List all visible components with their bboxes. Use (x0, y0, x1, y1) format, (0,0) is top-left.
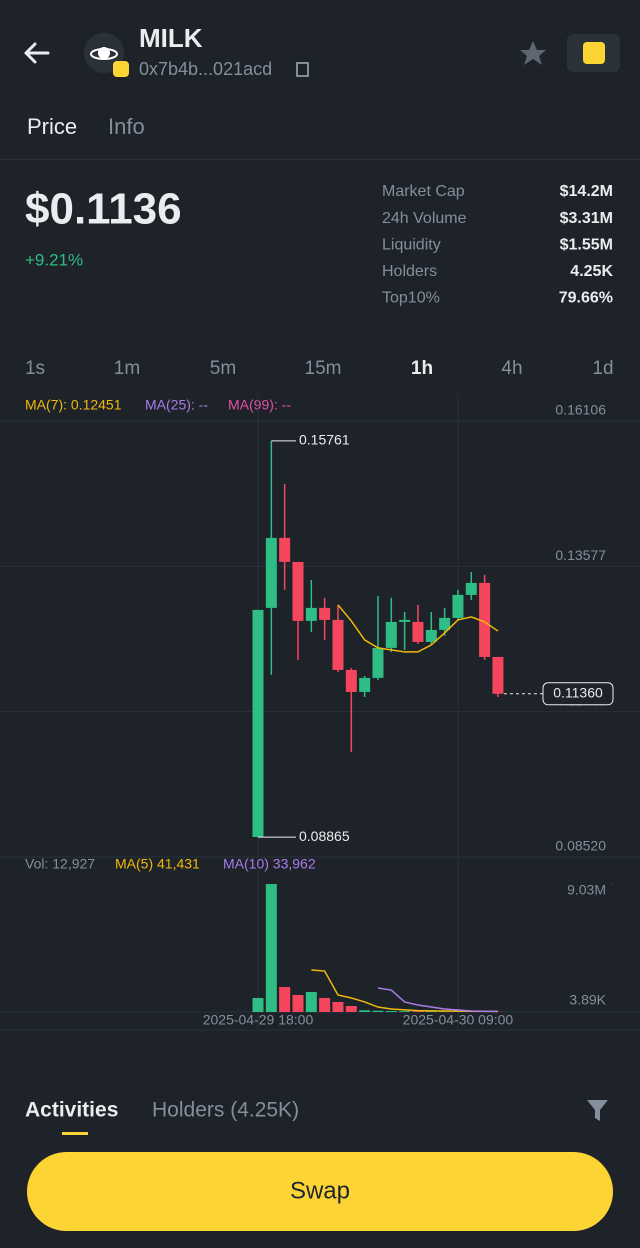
stat-value: $1.55M (560, 236, 613, 253)
volume-bar (292, 994, 304, 1012)
volume-bar (279, 987, 291, 1012)
annotation-label: 0.15761 (299, 432, 350, 448)
volume-bar (345, 1006, 357, 1012)
favorite-icon[interactable] (520, 41, 546, 65)
candle-body (479, 582, 491, 657)
volume-bar (332, 1001, 344, 1012)
interval[interactable]: 15m (305, 358, 342, 379)
copy-icon[interactable] (296, 62, 309, 77)
candle-body (492, 656, 504, 694)
stat-label: 24h Volume (382, 210, 467, 227)
candle-body (265, 537, 277, 608)
y-tick-label: 0.13577 (555, 547, 606, 563)
volume-bar (319, 997, 331, 1012)
stat-value: $14.2M (560, 183, 613, 200)
tab-holders[interactable]: Holders (4.25K) (152, 1099, 299, 1122)
y-tick-label: 0.16106 (555, 402, 606, 418)
volume-legend: Vol: 12,927 (25, 856, 95, 872)
candle-body (439, 617, 451, 630)
volume-bar (359, 1010, 371, 1012)
tab-indicator (62, 1132, 88, 1135)
token-icon-core (98, 47, 110, 59)
candle-body (359, 677, 371, 692)
candle-body (372, 647, 384, 678)
stat-label: Top10% (382, 290, 440, 307)
swap-button-label: Swap (290, 1177, 350, 1204)
volume-bar (265, 884, 277, 1012)
interval[interactable]: 1m (114, 358, 140, 379)
annotation-label: 0.08865 (299, 828, 350, 844)
candle-body (345, 669, 357, 692)
volume-tick-label: 9.03M (567, 882, 606, 898)
back-button[interactable] (24, 42, 50, 64)
candle-body (452, 594, 464, 618)
candle-body (319, 607, 331, 620)
current-price-box (542, 682, 614, 706)
tab-price[interactable]: Price (27, 114, 77, 139)
stat-label: Market Cap (382, 183, 465, 200)
stat-label: Holders (382, 263, 437, 280)
interval[interactable]: 1s (25, 358, 45, 379)
tab-info[interactable]: Info (108, 114, 145, 139)
interval[interactable]: 1d (592, 358, 613, 379)
ma-line (337, 604, 499, 653)
volume-bar (305, 992, 317, 1012)
interval[interactable]: 4h (501, 358, 522, 379)
chain-button-icon (583, 42, 605, 64)
volume-legend: MA(5) 41,431 (115, 856, 200, 872)
token-name: MILK (139, 23, 203, 53)
candle-body (279, 537, 291, 562)
candle-body (465, 582, 477, 595)
stat-value: 4.25K (570, 263, 613, 280)
chain-icon (113, 61, 129, 77)
price-change: +9.21% (25, 250, 83, 269)
stat-label: Liquidity (382, 236, 441, 253)
ma-legend: MA(99): -- (228, 397, 291, 413)
candle-body (305, 607, 317, 621)
interval[interactable]: 1h (411, 358, 433, 379)
candle-body (252, 609, 264, 837)
volume-legend: MA(10) 33,962 (223, 856, 316, 872)
candle-body (332, 619, 344, 670)
filter-icon[interactable] (587, 1100, 608, 1121)
stat-value: $3.31M (560, 210, 613, 227)
candle-body (412, 621, 424, 642)
volume-bar (412, 1011, 424, 1012)
candle-body (399, 619, 411, 622)
candle-body (425, 629, 437, 642)
volume-bar (372, 1010, 384, 1012)
current-price-label: 0.11360 (553, 684, 603, 700)
volume-bar (399, 1011, 411, 1012)
ma-legend: MA(7): 0.12451 (25, 397, 122, 413)
x-tick-label: 2025-04-29 18:00 (203, 1012, 314, 1028)
stat-value: 79.66% (559, 290, 613, 307)
volume-bar (252, 997, 264, 1012)
volume-bar (425, 1011, 437, 1012)
token-address: 0x7b4b...021acd (139, 59, 272, 79)
volume-tick-label: 3.89K (569, 992, 606, 1008)
tab-activities[interactable]: Activities (25, 1099, 118, 1122)
candle-body (385, 621, 397, 648)
price: $0.1136 (25, 185, 182, 234)
ma-legend: MA(25): -- (145, 397, 208, 413)
y-tick-label: 0.08520 (555, 838, 606, 854)
volume-bar (385, 1011, 397, 1012)
x-tick-label: 2025-04-30 09:00 (403, 1012, 514, 1028)
interval[interactable]: 5m (210, 358, 236, 379)
volume-ma-line (377, 987, 498, 1013)
swap-button[interactable] (27, 1152, 613, 1231)
candle-body (292, 561, 304, 621)
divider (0, 159, 640, 160)
